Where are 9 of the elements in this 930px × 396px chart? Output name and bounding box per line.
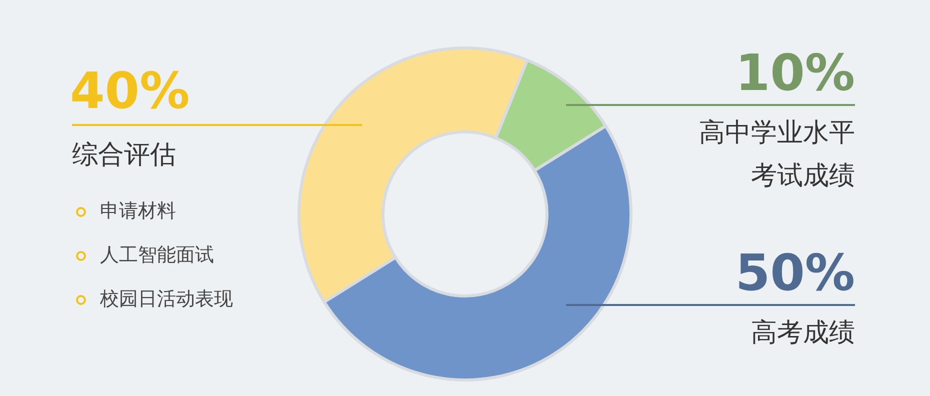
text: 人工智能面试: [100, 244, 214, 266]
slice-label: 综合评估: [72, 139, 176, 172]
text: 校园日活动表现: [100, 288, 233, 310]
text: 申请材料: [100, 200, 176, 222]
data-label: 50%: [735, 244, 855, 302]
slice-label: 高考成绩: [750, 317, 855, 350]
data-label: 10%: [735, 44, 855, 102]
data-label: 40%: [70, 62, 190, 120]
slice-label: 高中学业水平考试成绩: [698, 117, 855, 193]
